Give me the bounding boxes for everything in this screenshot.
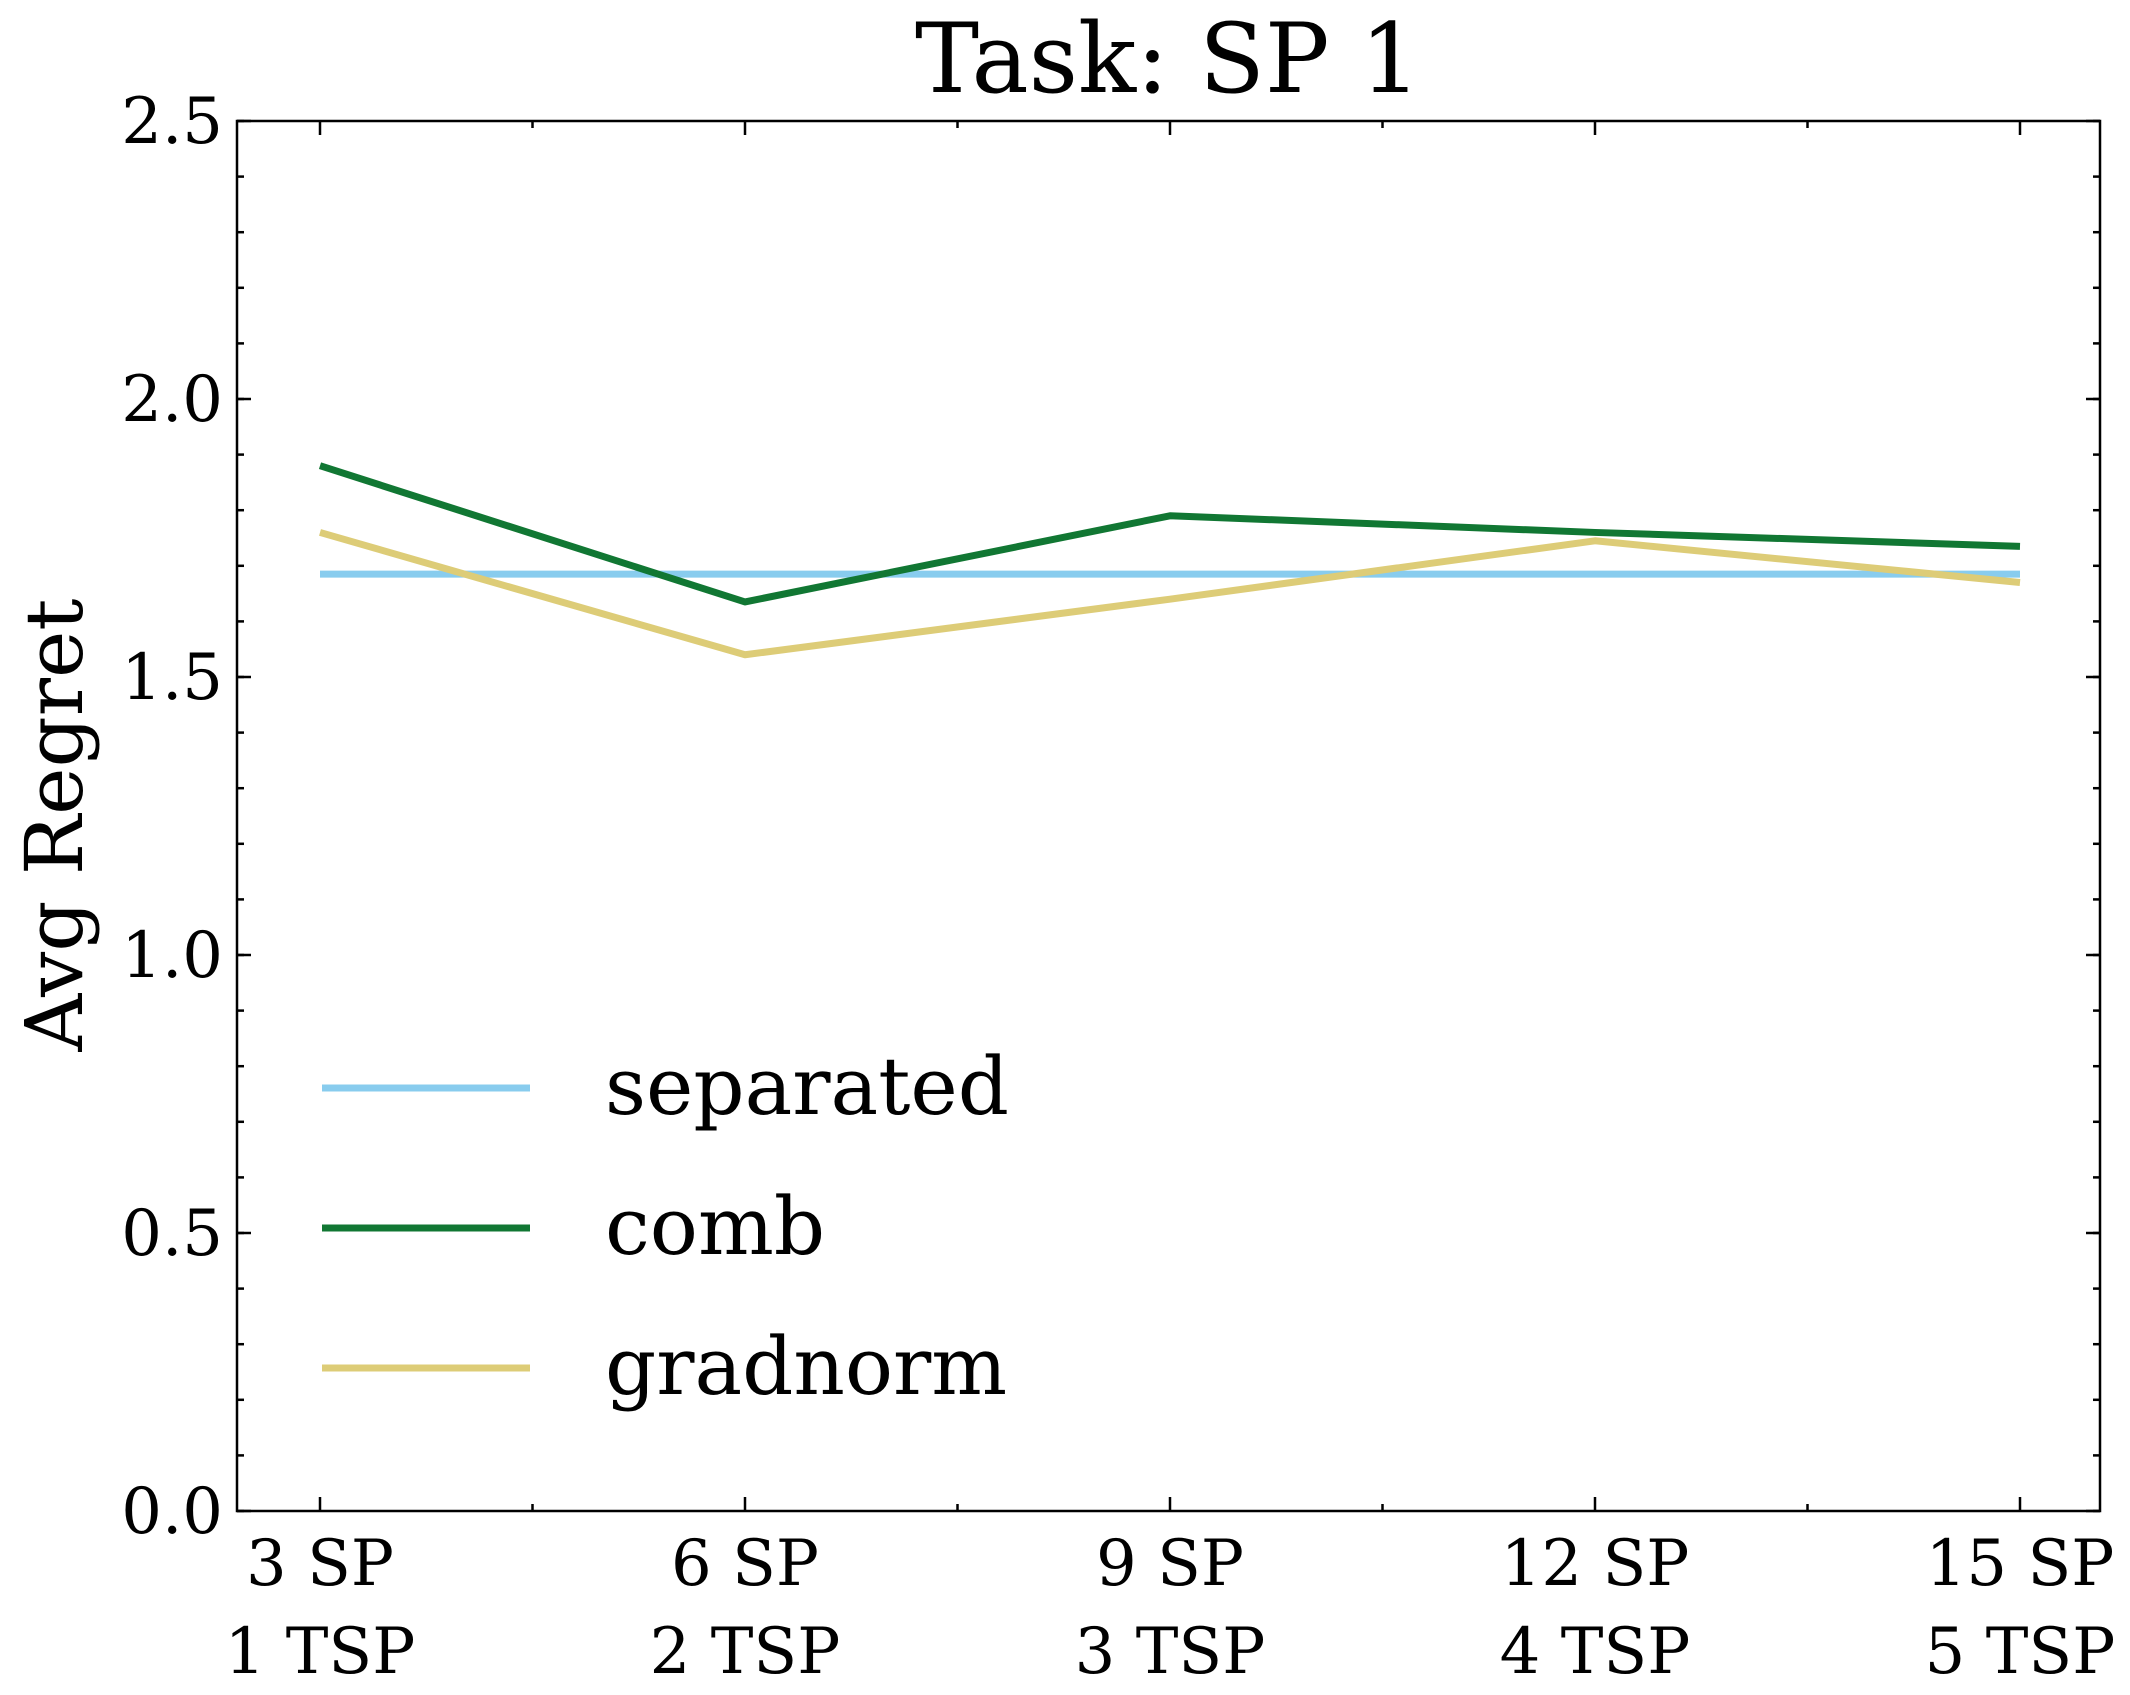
y-tick-label: 0.0 (121, 1475, 223, 1549)
y-tick-label: 1.5 (121, 641, 223, 715)
x-tick-label: 5 TSP (1925, 1615, 2116, 1689)
plot-area-frame (235, 119, 2102, 1513)
x-tick-label: 9 SP (1096, 1527, 1244, 1601)
x-tick-label: 4 TSP (1500, 1615, 1691, 1689)
y-tick-label: 2.0 (121, 363, 223, 437)
x-tick-label: 2 TSP (650, 1615, 841, 1689)
x-tick-label: 3 SP (246, 1527, 394, 1601)
legend-label-separated: separated (605, 1040, 1009, 1133)
axis-ticks: 0.0 0.5 1.0 1.5 2.0 2.5 3 SP 1 TSP 6 SP 2 TSP 9 SP… (121, 85, 2115, 1689)
legend-label-gradnorm: gradnorm (605, 1320, 1007, 1413)
y-axis-label: Avg Regret (8, 599, 101, 1053)
x-tick-label: 15 SP (1926, 1527, 2115, 1601)
x-tick-label: 6 SP (671, 1527, 819, 1601)
chart-title: Task: SP 1 (915, 3, 1421, 115)
series-line-comb (318, 462, 2021, 606)
y-tick-label: 1.0 (121, 919, 223, 993)
x-tick-label: 1 TSP (225, 1615, 416, 1689)
series-group (318, 462, 2021, 659)
legend: separated comb gradnorm (322, 1040, 1009, 1413)
x-tick-label: 3 TSP (1075, 1615, 1266, 1689)
legend-label-comb: comb (605, 1180, 825, 1273)
series-line-gradnorm (319, 529, 2021, 659)
y-tick-label: 0.5 (121, 1197, 223, 1271)
x-tick-label: 12 SP (1501, 1527, 1690, 1601)
y-tick-label: 2.5 (121, 85, 223, 159)
